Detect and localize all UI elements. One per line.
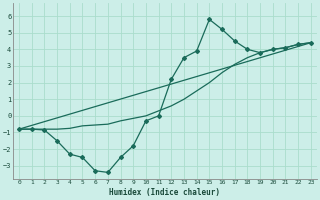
X-axis label: Humidex (Indice chaleur): Humidex (Indice chaleur) xyxy=(109,188,220,197)
